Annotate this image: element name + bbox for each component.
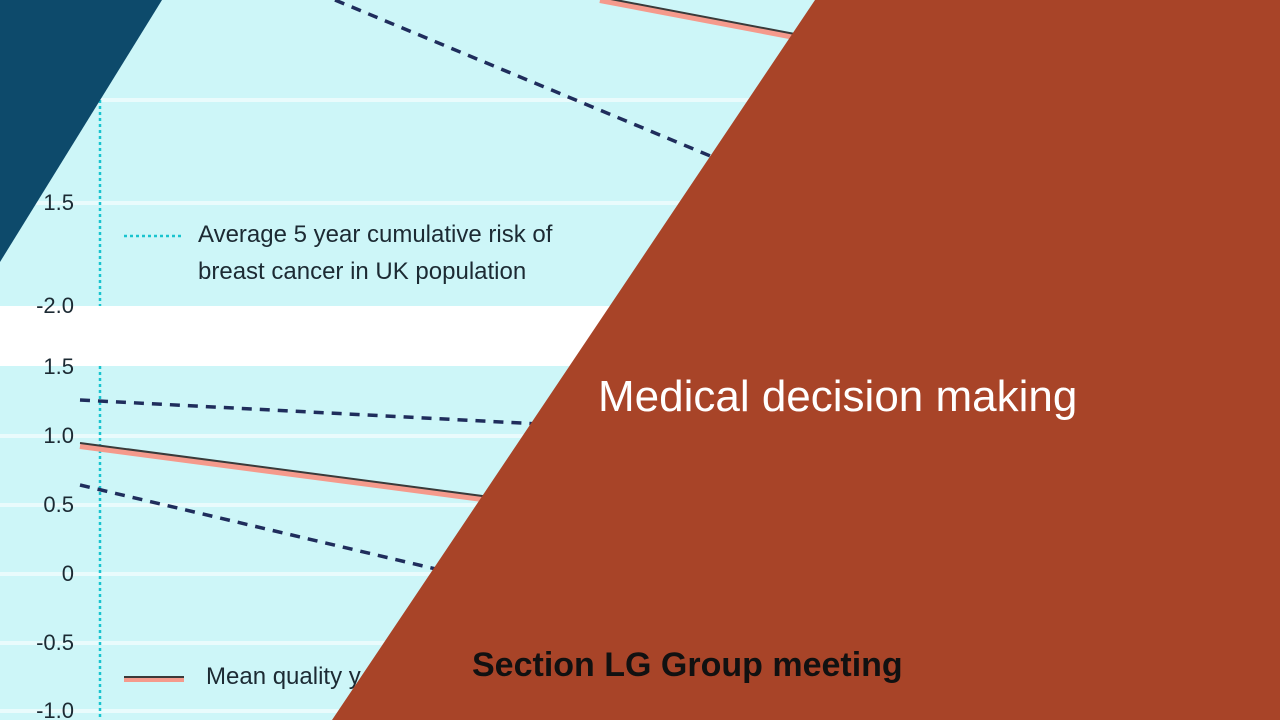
slide-title: Medical decision making bbox=[598, 372, 1078, 421]
slide-subtitle: Section LG Group meeting bbox=[472, 646, 903, 684]
tick-label: 0.5 bbox=[43, 492, 74, 517]
tick-label: 0 bbox=[61, 561, 74, 586]
panel-gap bbox=[0, 306, 1280, 366]
tick-label: -1.0 bbox=[36, 698, 74, 720]
legend-risk-label-line1: Average 5 year cumulative risk of bbox=[198, 221, 553, 248]
legend-mean-label: Mean quality y bbox=[206, 663, 361, 690]
tick-label: -0.5 bbox=[36, 630, 74, 655]
tick-label: -2.0 bbox=[36, 293, 74, 318]
tick-label: 1.5 bbox=[43, 354, 74, 379]
tick-label: 1.0 bbox=[43, 423, 74, 448]
tick-label: 1.5 bbox=[43, 190, 74, 215]
upper-panel bbox=[0, 0, 1280, 306]
legend-risk-label-line2: breast cancer in UK population bbox=[198, 258, 527, 285]
